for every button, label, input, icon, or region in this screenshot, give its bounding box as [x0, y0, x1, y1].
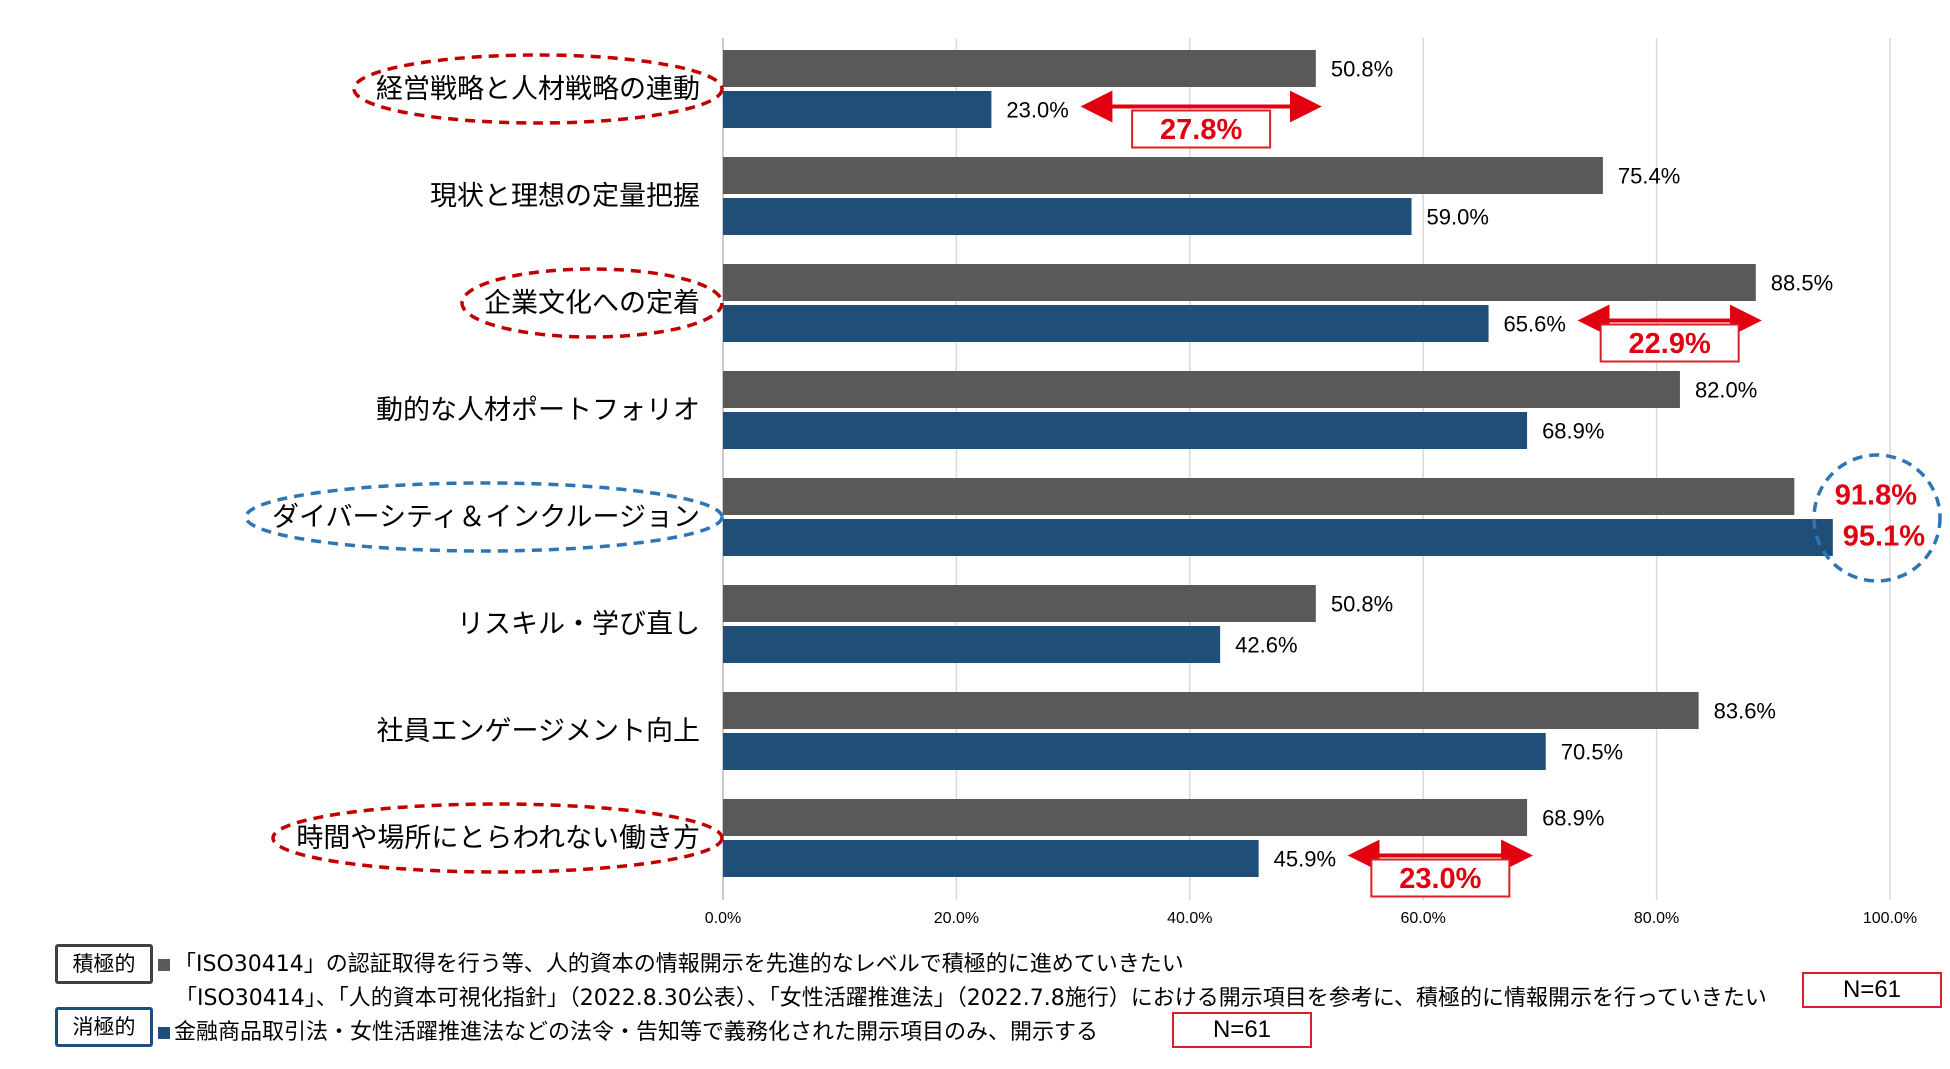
- bar-positive: [723, 157, 1603, 194]
- bar-positive: [723, 585, 1316, 622]
- highlight-ellipse: [460, 267, 724, 339]
- value-label: 82.0%: [1695, 378, 1757, 403]
- category-label: 動的な人材ポートフォリオ: [376, 395, 700, 426]
- category-label: 時間や場所にとらわれない働き方: [296, 823, 700, 854]
- legend-negative-n: N=61: [1172, 1012, 1312, 1048]
- bar-negative: [723, 198, 1412, 235]
- highlight-ellipse: [271, 802, 724, 874]
- value-label: 75.4%: [1618, 164, 1680, 189]
- legend-negative-text1: 金融商品取引法・女性活躍推進法などの法令・告知等で義務化された開示項目のみ、開示…: [174, 1020, 1099, 1045]
- value-label: 68.9%: [1542, 806, 1604, 831]
- value-label: 50.8%: [1331, 57, 1393, 82]
- value-label: 65.6%: [1504, 312, 1566, 337]
- category-label: 現状と理想の定量把握: [430, 181, 700, 212]
- legend-swatch-positive: [158, 959, 170, 971]
- value-label: 95.1%: [1843, 521, 1925, 553]
- bar-positive: [723, 692, 1699, 729]
- difference-label: 27.8%: [1160, 114, 1242, 146]
- bar-negative: [723, 733, 1546, 770]
- bar-positive: [723, 478, 1795, 515]
- value-label: 68.9%: [1542, 419, 1604, 444]
- legend-badge-negative: 消極的: [55, 1007, 153, 1047]
- category-labels: 経営戦略と人材戦略の連動現状と理想の定量把握企業文化への定着動的な人材ポートフォ…: [244, 53, 724, 874]
- category-label: ダイバーシティ＆インクルージョン: [272, 502, 700, 533]
- x-axis-ticks: 0.0% 20.0% 40.0% 60.0% 80.0% 100.0%: [705, 910, 1917, 927]
- value-label: 83.6%: [1714, 699, 1776, 724]
- x-tick-label: 40.0%: [1167, 910, 1212, 927]
- bar-negative: [723, 412, 1528, 449]
- difference-box: [1131, 109, 1272, 149]
- value-label: 50.8%: [1331, 592, 1393, 617]
- bar-positive: [723, 371, 1680, 408]
- x-tick-label: 20.0%: [934, 910, 979, 927]
- value-label: 91.8%: [1835, 480, 1917, 512]
- legend-badge-positive: 積極的: [55, 944, 153, 984]
- x-tick-label: 60.0%: [1401, 910, 1446, 927]
- bar-negative: [723, 519, 1833, 556]
- category-label: 経営戦略と人材戦略の連動: [376, 74, 700, 105]
- difference-box: [1370, 858, 1511, 898]
- category-label: 社員エンゲージメント向上: [377, 716, 700, 747]
- bar-positive: [723, 799, 1528, 836]
- bar-positive: [723, 50, 1316, 87]
- legend-positive-n: N=61: [1802, 972, 1942, 1008]
- bars: 50.8% 23.0% 75.4% 59.0% 88.5% 65.6% 82.0% 68.9%…: [723, 50, 1925, 877]
- bar-negative: [723, 91, 992, 128]
- legend-positive-line1: 「ISO30414」の認証取得を行う等、人的資本の情報開示を先進的なレベルで積極…: [158, 946, 1184, 978]
- highlight-ellipse: [352, 53, 724, 125]
- value-label: 45.9%: [1274, 847, 1336, 872]
- bar-negative: [723, 626, 1221, 663]
- annotations: 27.8% 22.9% 23.0%: [1080, 90, 1942, 898]
- category-label: 企業文化への定着: [484, 288, 700, 319]
- value-label: 42.6%: [1235, 633, 1297, 658]
- value-label: 70.5%: [1561, 740, 1623, 765]
- legend-positive-line2: 「ISO30414」、「人的資本可視化指針」（2022.8.30公表）、「女性活…: [175, 986, 1767, 1011]
- difference-box: [1599, 323, 1740, 363]
- difference-label: 22.9%: [1629, 328, 1711, 360]
- highlight-ellipse: [244, 481, 724, 553]
- x-tick-label: 100.0%: [1863, 910, 1917, 927]
- bar-negative: [723, 305, 1489, 342]
- difference-label: 23.0%: [1399, 863, 1481, 895]
- legend-negative-line1: 金融商品取引法・女性活躍推進法などの法令・告知等で義務化された開示項目のみ、開示…: [158, 1014, 1098, 1046]
- value-label: 59.0%: [1427, 205, 1489, 230]
- bar-positive: [723, 264, 1756, 301]
- bar-negative: [723, 840, 1259, 877]
- x-tick-label: 80.0%: [1634, 910, 1679, 927]
- legend-swatch-negative: [158, 1027, 170, 1039]
- value-label: 23.0%: [1006, 98, 1068, 123]
- value-highlight-circle: [1812, 453, 1942, 583]
- legend-positive-text1: 「ISO30414」の認証取得を行う等、人的資本の情報開示を先進的なレベルで積極…: [174, 952, 1184, 977]
- category-label: リスキル・学び直し: [457, 609, 700, 640]
- value-label: 88.5%: [1771, 271, 1833, 296]
- x-tick-label: 0.0%: [705, 910, 741, 927]
